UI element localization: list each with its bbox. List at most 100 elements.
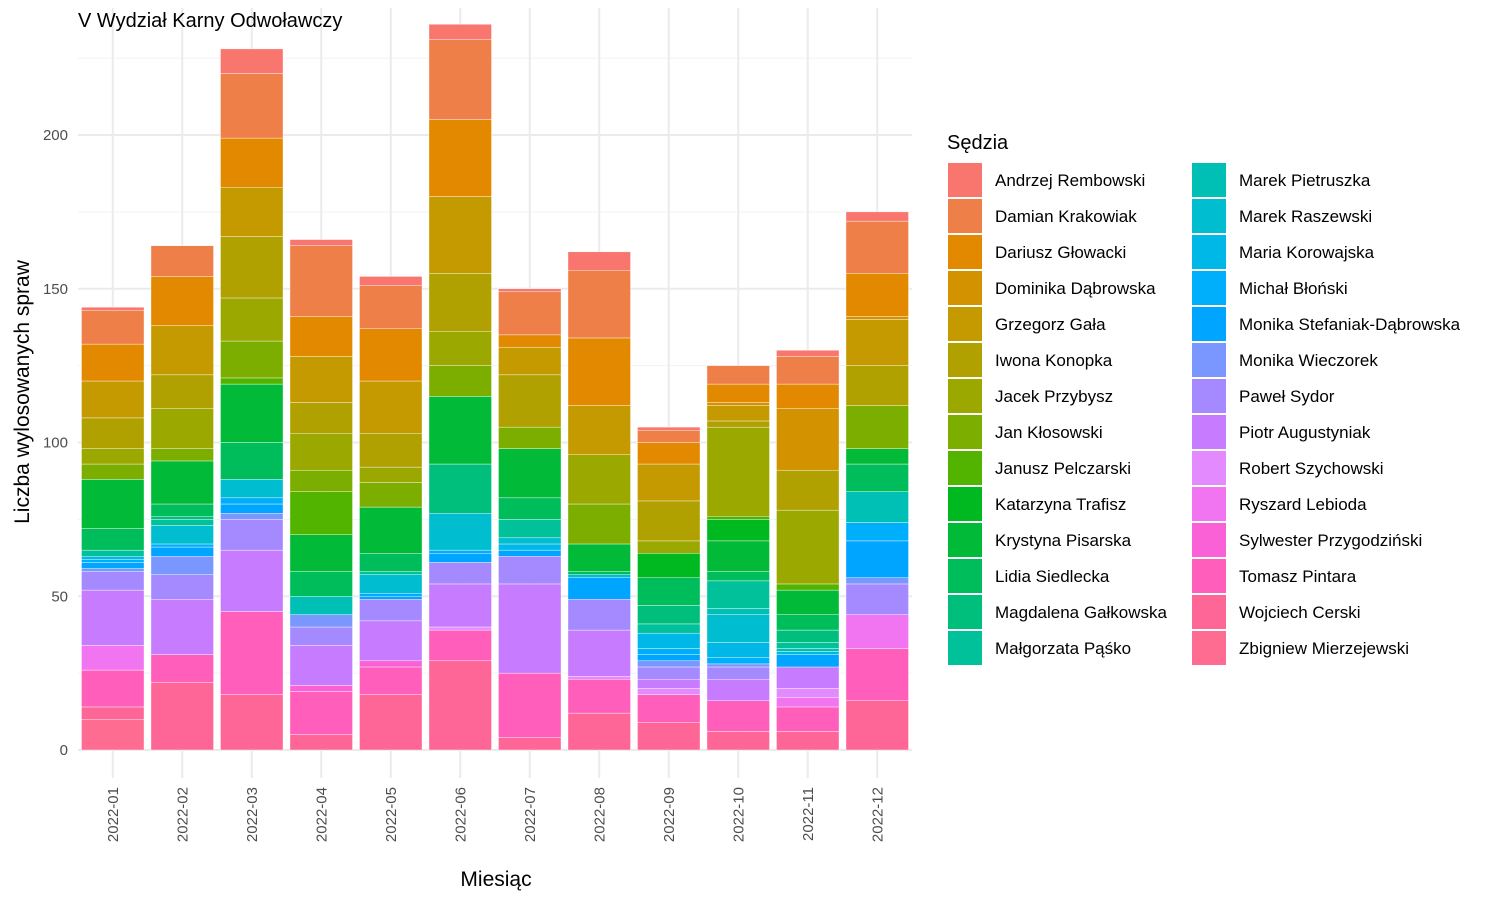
legend-key: [948, 199, 982, 233]
bar-segment: [845, 319, 909, 366]
bar-segment: [567, 405, 631, 456]
legend-key: [1192, 487, 1226, 521]
legend-key: [1192, 631, 1226, 665]
bar-segment: [220, 479, 284, 499]
bar-segment: [289, 245, 353, 317]
bar-segment: [81, 307, 145, 311]
bar-segment: [776, 731, 840, 751]
bar-segment: [81, 571, 145, 591]
legend-key: [948, 271, 982, 305]
x-tick-label: 2022-04: [313, 787, 330, 842]
legend-key: [1192, 199, 1226, 233]
bar-segment: [845, 448, 909, 465]
legend-key: [948, 379, 982, 413]
bar-segment: [289, 691, 353, 735]
bar-segment: [289, 645, 353, 686]
bar-segment: [776, 614, 840, 631]
bar-segment: [81, 479, 145, 529]
bar-segment: [81, 568, 145, 572]
bar-segment: [220, 503, 284, 514]
bar-segment: [359, 433, 423, 468]
bar-segment: [637, 540, 701, 554]
bar-segment: [81, 463, 145, 480]
x-tick-label: 2022-09: [661, 787, 678, 842]
bar-segment: [150, 543, 214, 548]
bar-segment: [498, 556, 562, 585]
bar-segment: [81, 528, 145, 551]
legend-key: [948, 487, 982, 521]
bar-segment: [498, 543, 562, 551]
bar-segment: [428, 660, 492, 751]
bar-segment: [498, 291, 562, 336]
y-axis-title: Liczba wylosowanych spraw: [11, 259, 34, 524]
legend-label: Jacek Przybysz: [995, 387, 1113, 406]
bar-segment: [498, 583, 562, 674]
bar-segment: [706, 402, 770, 406]
legend-label: Damian Krakowiak: [995, 207, 1137, 226]
legend-key: [948, 163, 982, 197]
bar-segment: [498, 426, 562, 449]
bar-segment: [498, 334, 562, 348]
bar-segment: [706, 426, 770, 517]
bar-segment: [706, 657, 770, 665]
bar-segment: [567, 679, 631, 714]
legend-label: Grzegorz Gała: [995, 315, 1106, 334]
legend-label: Sylwester Przygodziński: [1239, 531, 1422, 550]
bar-segment: [359, 466, 423, 483]
legend: Sędzia Andrzej Rembowski Damian Krakowiak…: [947, 132, 1461, 665]
bar-segment: [359, 285, 423, 329]
bar-segment: [81, 448, 145, 465]
bar-segment: [150, 574, 214, 600]
bar-segment: [498, 549, 562, 557]
legend-label: Monika Stefaniak-Dąbrowska: [1239, 315, 1461, 334]
bar-segment: [845, 365, 909, 406]
legend-key: [1192, 235, 1226, 269]
bar-segment: [220, 513, 284, 520]
bar-segment: [150, 682, 214, 751]
bar-segment: [637, 553, 701, 579]
bar-segment: [359, 506, 423, 554]
bar-segment: [359, 328, 423, 382]
bar-segment: [706, 516, 770, 520]
legend-label: Andrzej Rembowski: [995, 171, 1145, 190]
bar-segment: [498, 288, 562, 293]
bar-segment: [567, 337, 631, 406]
bar-segment: [498, 537, 562, 545]
bar-segment: [289, 685, 353, 692]
legend-key: [1192, 163, 1226, 197]
legend-key: [1192, 523, 1226, 557]
legend-label: Monika Wieczorek: [1239, 351, 1378, 370]
bar-segment: [845, 463, 909, 492]
bar-segment: [776, 654, 840, 668]
bar-segment: [428, 626, 492, 631]
legend-key: [948, 235, 982, 269]
legend-key: [948, 559, 982, 593]
bar-segment: [359, 596, 423, 600]
x-tick-label: 2022-10: [730, 787, 747, 842]
bar-segment: [567, 571, 631, 575]
bar-segment: [637, 688, 701, 695]
legend-key: [948, 307, 982, 341]
bar-segment: [428, 331, 492, 366]
bar-segment: [289, 316, 353, 357]
bar-segment: [359, 553, 423, 572]
bar-segment: [428, 562, 492, 585]
bar-segment: [498, 374, 562, 428]
x-tick-label: 2022-01: [105, 787, 122, 842]
x-axis-title: Miesiąc: [460, 868, 531, 891]
legend-key: [1192, 559, 1226, 593]
bar-segment: [637, 654, 701, 662]
bar-segment: [845, 577, 909, 585]
legend-key: [1192, 595, 1226, 629]
bar-segment: [776, 651, 840, 655]
bar-segment: [289, 356, 353, 403]
legend-label: Jan Kłosowski: [995, 423, 1103, 442]
bar-segment: [567, 251, 631, 271]
bar-segment: [845, 273, 909, 317]
bar-segment: [776, 408, 840, 471]
bar-segment: [81, 719, 145, 751]
bar-segment: [220, 442, 284, 480]
legend-label: Zbigniew Mierzejewski: [1239, 639, 1409, 658]
bar-segment: [289, 596, 353, 615]
bar-segment: [567, 712, 631, 751]
